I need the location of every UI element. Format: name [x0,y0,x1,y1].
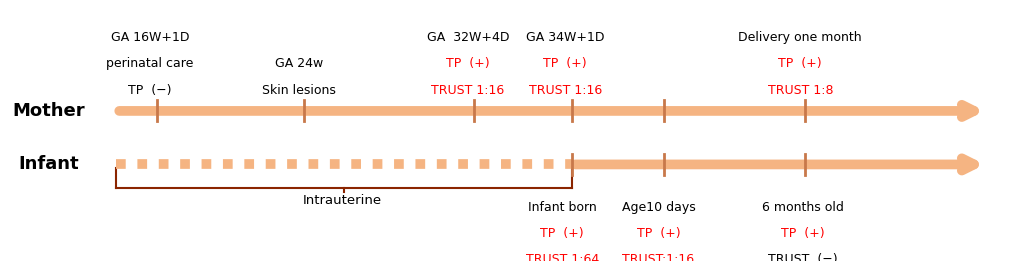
Text: TP  (+): TP (+) [636,227,681,240]
Text: Infant: Infant [18,156,79,173]
Text: perinatal care: perinatal care [106,57,193,70]
Text: TP  (+): TP (+) [540,227,585,240]
Text: TRUST 1:16: TRUST 1:16 [529,84,602,97]
Text: TP  (+): TP (+) [778,57,823,70]
Text: TRUST:1:16: TRUST:1:16 [622,253,695,261]
Text: TRUST  (−): TRUST (−) [769,253,838,261]
Text: Mother: Mother [12,102,85,120]
Text: Infant born: Infant born [528,201,597,214]
Text: TP  (+): TP (+) [781,227,826,240]
Text: TP  (+): TP (+) [446,57,490,70]
Text: GA 34W+1D: GA 34W+1D [526,31,605,44]
Text: TP  (−): TP (−) [129,84,171,97]
Text: TRUST 1:8: TRUST 1:8 [768,84,833,97]
Text: GA 16W+1D: GA 16W+1D [110,31,189,44]
Text: GA  32W+4D: GA 32W+4D [426,31,510,44]
Text: Age10 days: Age10 days [622,201,695,214]
Text: Delivery one month: Delivery one month [738,31,862,44]
Text: TRUST 1:64: TRUST 1:64 [526,253,599,261]
Text: 6 months old: 6 months old [763,201,844,214]
Text: Skin lesions: Skin lesions [262,84,335,97]
Text: TRUST 1:16: TRUST 1:16 [432,84,504,97]
Text: Intrauterine: Intrauterine [303,194,382,207]
Text: GA 24w: GA 24w [275,57,323,70]
Text: TP  (+): TP (+) [543,57,588,70]
